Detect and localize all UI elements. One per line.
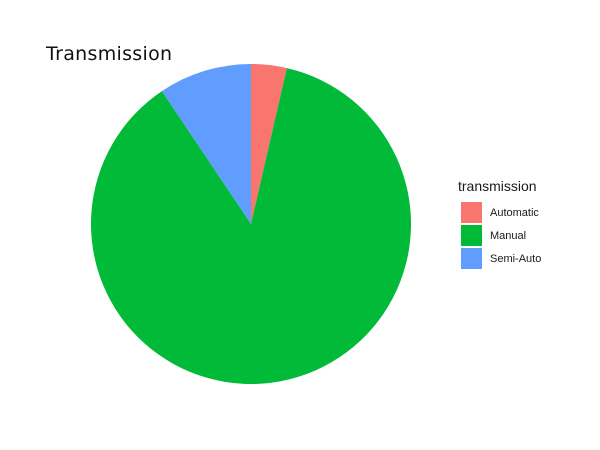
legend-title: transmission xyxy=(458,178,537,194)
legend-label-automatic: Automatic xyxy=(490,206,539,219)
legend-swatch-semi-auto xyxy=(461,248,482,269)
legend-swatch-automatic xyxy=(461,202,482,223)
legend-label-semi-auto: Semi-Auto xyxy=(490,252,542,265)
legend-item-semi-auto: Semi-Auto xyxy=(458,247,541,270)
legend-label-manual: Manual xyxy=(490,229,527,242)
pie-slice-manual xyxy=(91,68,412,385)
legend-item-automatic: Automatic xyxy=(458,201,541,224)
pie-slice-semi-auto xyxy=(161,64,251,224)
pie-slice-automatic xyxy=(251,64,287,224)
legend: transmission Automatic Manual Semi-Auto xyxy=(458,178,541,270)
chart-title: Transmission xyxy=(46,43,173,65)
legend-swatch-manual xyxy=(461,225,482,246)
legend-item-manual: Manual xyxy=(458,224,541,247)
